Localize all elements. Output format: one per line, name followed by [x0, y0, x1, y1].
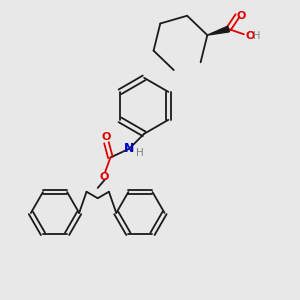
Text: O: O: [236, 11, 246, 21]
Text: H: H: [253, 31, 261, 41]
Text: H: H: [136, 148, 143, 158]
Polygon shape: [207, 26, 230, 35]
Text: O: O: [245, 31, 255, 41]
Text: O: O: [102, 132, 111, 142]
Text: O: O: [100, 172, 109, 182]
Text: N: N: [124, 142, 134, 155]
